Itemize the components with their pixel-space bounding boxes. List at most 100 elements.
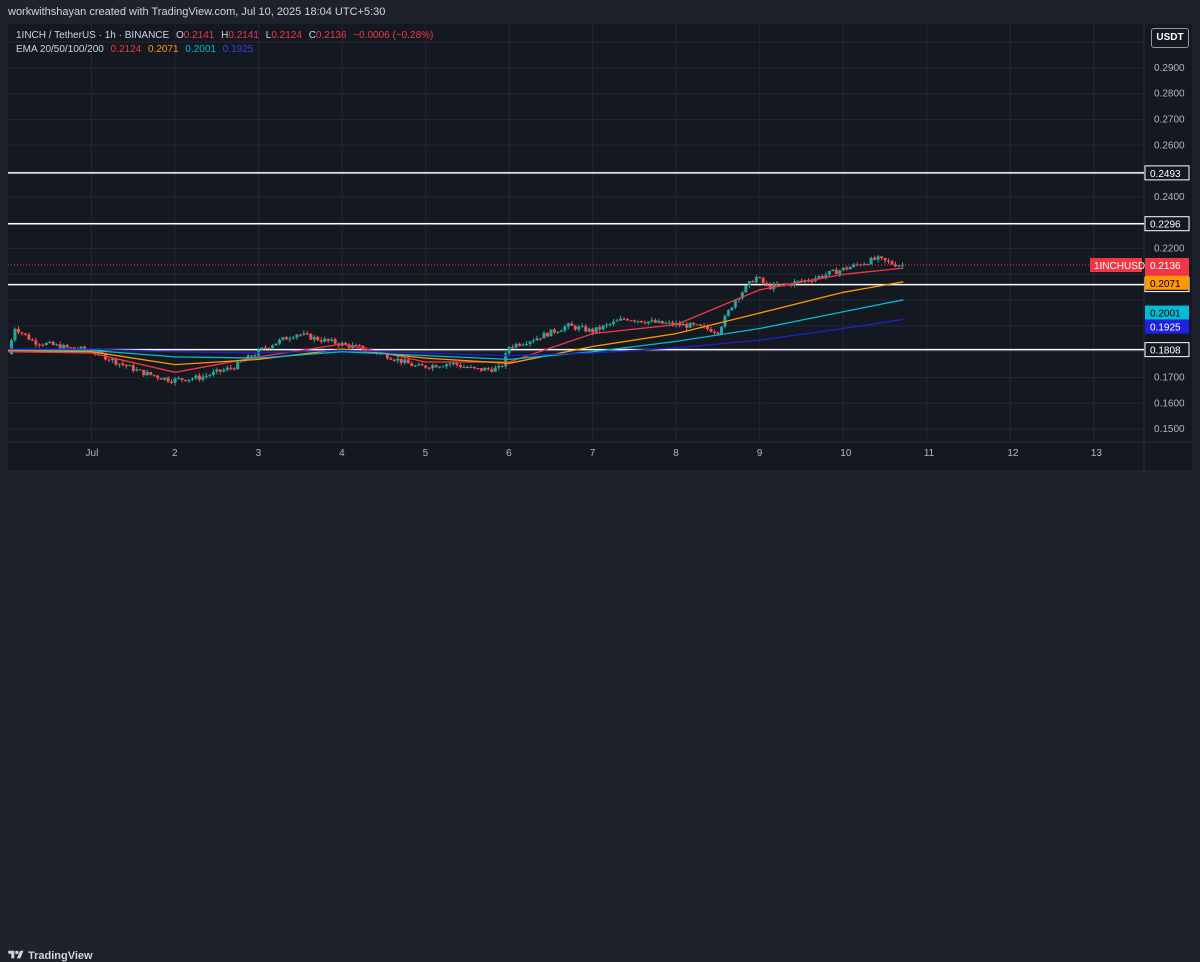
candle-body [730, 307, 734, 311]
chart-area[interactable]: 0.30000.29000.28000.27000.26000.24000.22… [8, 24, 1192, 470]
candle-body [65, 345, 69, 348]
candle-body [431, 365, 435, 369]
candle-body [632, 320, 636, 322]
candle-body [629, 320, 633, 322]
candle-body [211, 371, 215, 375]
candle-body [862, 264, 866, 266]
candle-body [62, 345, 66, 349]
y-tick-label: 0.1700 [1154, 372, 1185, 383]
close-label: C [308, 30, 316, 41]
candle-body [667, 322, 671, 324]
candle-body [817, 275, 821, 279]
ema-line-ema100 [8, 299, 904, 361]
candle-body [420, 364, 424, 366]
candle-body [166, 377, 170, 382]
y-tick-label: 0.1600 [1154, 398, 1185, 409]
candle-body [170, 381, 174, 383]
symbol-title: 1INCH / TetherUS · 1h · BINANCE [16, 30, 170, 41]
candle-body [552, 329, 556, 333]
y-tick-label: 0.2400 [1154, 192, 1185, 203]
candle-body [302, 333, 306, 335]
candle-body [434, 365, 438, 368]
candle-body [890, 261, 894, 265]
candle-body [539, 338, 542, 340]
y-tick-label: 0.2200 [1154, 243, 1185, 254]
candle-body [827, 270, 831, 275]
candle-body [653, 320, 657, 323]
x-tick-label: 12 [1007, 448, 1019, 459]
y-tick-label: 0.2700 [1154, 114, 1185, 125]
y-tick-label: 0.2900 [1154, 63, 1185, 74]
candle-body [309, 333, 313, 340]
open-label: O [175, 30, 184, 41]
y-tick-label: 0.2800 [1154, 89, 1185, 100]
candle-body [187, 379, 191, 382]
x-tick-label: 2 [172, 448, 178, 459]
candle-body [570, 323, 574, 326]
candle-body [615, 320, 619, 322]
candle-body [824, 274, 828, 278]
price-chart[interactable]: 0.30000.29000.28000.27000.26000.24000.22… [8, 24, 1192, 470]
candle-body [124, 364, 128, 367]
candle-body [16, 328, 20, 333]
candle-body [128, 365, 132, 367]
candle-body [768, 284, 772, 290]
ema-line-ema200 [8, 318, 904, 357]
candle-body [451, 363, 455, 365]
candle-body [239, 361, 243, 363]
x-tick-label: 9 [757, 448, 763, 459]
ema100-value: 0.2001 [185, 44, 216, 55]
candle-body [848, 267, 852, 270]
candle-body [810, 280, 814, 282]
candle-body [894, 264, 897, 267]
candle-body [23, 333, 27, 335]
candle-body [250, 355, 254, 357]
candle-body [159, 378, 163, 380]
candle-body [657, 320, 661, 323]
tradingview-brand: TradingView [28, 950, 93, 962]
candle-body [887, 260, 891, 262]
candle-body [284, 337, 288, 340]
candle-body [392, 359, 396, 361]
level-tag-label: 0.2493 [1150, 169, 1181, 180]
x-tick-label: 11 [924, 448, 935, 459]
candle-body [490, 369, 494, 372]
candle-body [660, 320, 664, 324]
candle-body [30, 339, 34, 341]
candle-body [41, 344, 45, 346]
candle-body [650, 320, 654, 322]
candle-body [455, 363, 459, 366]
candle-body [448, 363, 452, 365]
candle-body [577, 326, 581, 330]
candle-body [180, 378, 184, 380]
candle-body [591, 328, 595, 333]
ema-tag-box [1145, 305, 1189, 320]
candle-body [761, 277, 765, 284]
currency-unit-button[interactable]: USDT [1151, 28, 1189, 48]
candle-body [399, 358, 403, 363]
candle-body [208, 374, 212, 376]
candle-body [740, 292, 744, 299]
candle-body [594, 327, 598, 333]
x-tick-label: 4 [339, 448, 345, 459]
ema20-value: 0.2124 [110, 44, 142, 55]
candle-body [20, 332, 24, 334]
candle-body [72, 347, 76, 349]
candle-body [190, 378, 194, 380]
candle-body [271, 345, 275, 348]
tradingview-logo-icon [8, 950, 24, 959]
level-tag-label: 0.1808 [1150, 346, 1181, 357]
candle-body [465, 366, 469, 368]
candle-body [493, 367, 497, 372]
ema-line-ema20 [8, 267, 904, 373]
candle-body [232, 368, 236, 370]
symbol-legend: 1INCH / TetherUS · 1h · BINANCE O0.2141 … [16, 30, 433, 41]
candle-body [598, 327, 602, 330]
candle-body [765, 283, 769, 285]
candle-body [222, 369, 226, 372]
candle-body [319, 340, 323, 342]
x-tick-label: 3 [256, 448, 262, 459]
candle-body [549, 329, 553, 337]
candle-body [385, 353, 389, 359]
high-value: 0.2141 [228, 30, 259, 41]
